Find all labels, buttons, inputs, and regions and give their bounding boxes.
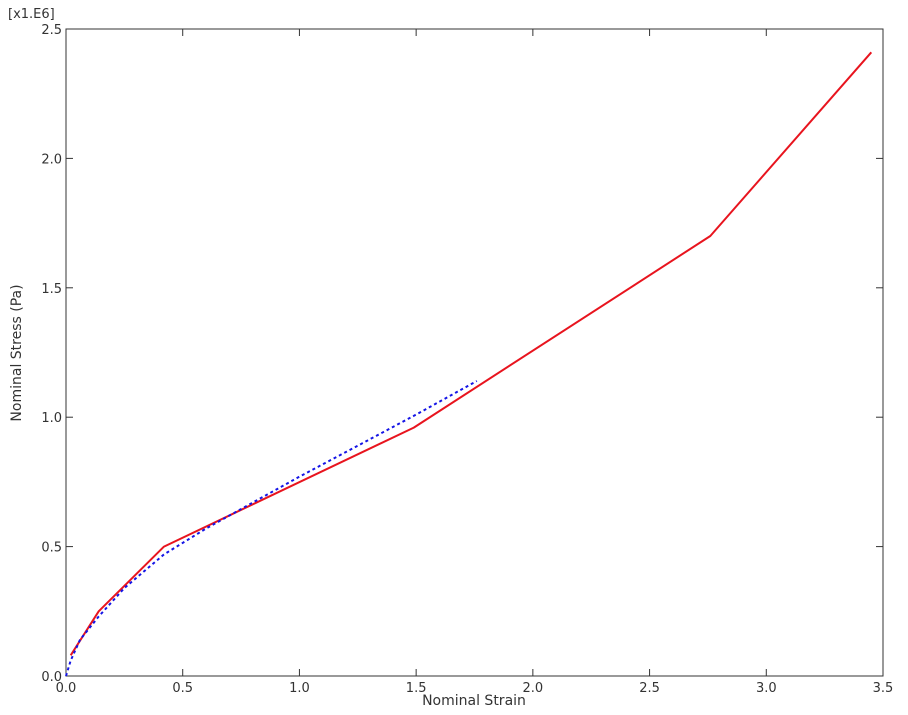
x-tick-label: 1.5 (406, 681, 427, 696)
y-tick-label: 2.5 (41, 23, 62, 38)
y-axis-title: Nominal Stress (Pa) (9, 284, 25, 421)
x-tick-label: 1.0 (289, 681, 310, 696)
plot-frame (65, 28, 884, 677)
series-line-solid (69, 51, 873, 656)
x-tick-label: 3.5 (873, 681, 894, 696)
x-tick-label: 2.0 (523, 681, 544, 696)
series-line-dotted (65, 380, 478, 677)
y-tick-label: 1.0 (41, 411, 62, 426)
y-axis-ticks: 0.0 0.5 1.0 1.5 2.0 2.5 (41, 23, 883, 685)
y-tick-label: 0.0 (41, 670, 62, 685)
series-layer (65, 51, 873, 677)
y-tick-label: 0.5 (41, 541, 62, 556)
y-tick-label: 1.5 (41, 282, 62, 297)
x-axis-ticks: 0.0 0.5 1.0 1.5 2.0 2.5 3.0 3.5 (56, 29, 894, 696)
x-tick-label: 0.5 (172, 681, 193, 696)
y-axis-multiplier-label: [x1.E6] (8, 7, 55, 22)
x-axis-title: Nominal Strain (422, 693, 526, 709)
x-tick-label: 2.5 (639, 681, 660, 696)
x-tick-label: 3.0 (756, 681, 777, 696)
y-tick-label: 2.0 (41, 152, 62, 167)
x-tick-label: 0.0 (56, 681, 77, 696)
